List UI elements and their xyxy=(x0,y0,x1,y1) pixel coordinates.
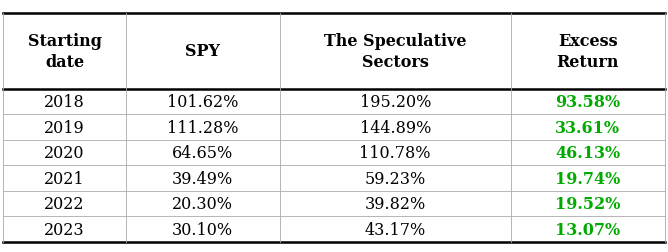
Bar xyxy=(280,115,511,140)
Text: 46.13%: 46.13% xyxy=(555,144,621,162)
Text: 144.89%: 144.89% xyxy=(359,119,431,136)
Bar xyxy=(511,191,665,216)
Text: 19.74%: 19.74% xyxy=(555,170,621,187)
Bar xyxy=(126,191,280,216)
Text: 110.78%: 110.78% xyxy=(359,144,431,162)
Bar xyxy=(3,89,126,115)
Text: SPY: SPY xyxy=(185,43,220,60)
Bar xyxy=(3,140,126,166)
Text: 20.30%: 20.30% xyxy=(172,195,233,212)
Bar xyxy=(3,216,126,242)
Bar xyxy=(280,89,511,115)
Text: 2019: 2019 xyxy=(44,119,85,136)
Bar xyxy=(511,115,665,140)
Bar xyxy=(280,140,511,166)
Text: 39.49%: 39.49% xyxy=(172,170,233,187)
Bar xyxy=(126,115,280,140)
Text: 59.23%: 59.23% xyxy=(365,170,426,187)
Text: 2020: 2020 xyxy=(44,144,85,162)
Bar xyxy=(3,115,126,140)
Bar xyxy=(280,216,511,242)
Text: The Speculative
Sectors: The Speculative Sectors xyxy=(324,33,466,71)
Bar xyxy=(280,166,511,191)
Bar xyxy=(280,191,511,216)
Bar xyxy=(511,166,665,191)
Text: 64.65%: 64.65% xyxy=(172,144,233,162)
Text: 93.58%: 93.58% xyxy=(555,94,621,111)
Text: 43.17%: 43.17% xyxy=(365,221,426,238)
Text: 2023: 2023 xyxy=(44,221,85,238)
Text: 19.52%: 19.52% xyxy=(555,195,621,212)
Bar xyxy=(511,14,665,89)
Text: 111.28%: 111.28% xyxy=(167,119,238,136)
Bar xyxy=(3,191,126,216)
Text: 101.62%: 101.62% xyxy=(167,94,238,111)
Text: 33.61%: 33.61% xyxy=(555,119,620,136)
Text: 39.82%: 39.82% xyxy=(365,195,426,212)
Bar xyxy=(3,14,126,89)
Text: 13.07%: 13.07% xyxy=(555,221,621,238)
Bar xyxy=(126,166,280,191)
Bar xyxy=(280,14,511,89)
Bar xyxy=(126,216,280,242)
Text: 30.10%: 30.10% xyxy=(172,221,233,238)
Bar xyxy=(511,89,665,115)
Text: Excess
Return: Excess Return xyxy=(556,33,619,71)
Text: 2018: 2018 xyxy=(44,94,85,111)
Text: 2021: 2021 xyxy=(44,170,85,187)
Bar xyxy=(126,140,280,166)
Bar xyxy=(3,166,126,191)
Text: Starting
date: Starting date xyxy=(27,33,102,71)
Bar xyxy=(126,14,280,89)
Text: 2022: 2022 xyxy=(44,195,85,212)
Bar xyxy=(126,89,280,115)
Text: 195.20%: 195.20% xyxy=(359,94,431,111)
Bar xyxy=(511,216,665,242)
Bar xyxy=(511,140,665,166)
